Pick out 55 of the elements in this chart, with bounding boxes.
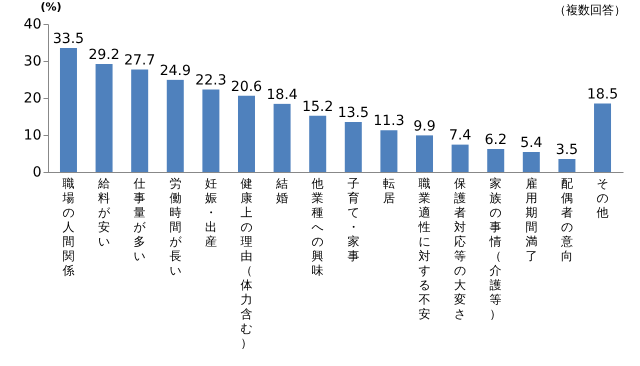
- bar: [452, 144, 469, 172]
- y-tick-label: 40: [24, 16, 42, 32]
- bar: [416, 135, 434, 172]
- data-label: 20.6: [230, 78, 262, 95]
- category-label: 健康上の理由（体力含む）: [240, 176, 252, 350]
- y-tick-label: 0: [32, 164, 42, 180]
- data-label: 18.4: [266, 86, 298, 103]
- data-label: 22.3: [195, 72, 226, 88]
- y-tick-label: 30: [24, 54, 42, 70]
- bar: [238, 96, 255, 172]
- bar: [166, 80, 184, 172]
- bar: [60, 48, 77, 172]
- x-tick-label: 給料が安い: [97, 176, 112, 248]
- data-label: 33.5: [52, 31, 84, 48]
- category-label: 職業適性に対する不安: [418, 176, 431, 321]
- data-label: 27.7: [124, 52, 156, 69]
- x-tick-label: その他: [596, 176, 609, 220]
- category-label: 家族の事情（介護等）: [490, 176, 502, 321]
- bar: [309, 116, 326, 172]
- data-label: 5.4: [520, 135, 543, 152]
- data-label: 29.2: [88, 46, 120, 63]
- bar: [522, 152, 540, 172]
- data-label: 3.5: [556, 142, 578, 158]
- bar: [96, 64, 113, 172]
- bar: [487, 149, 504, 172]
- y-axis-title: (%): [40, 0, 62, 14]
- y-tick-label: 20: [24, 90, 42, 106]
- x-tick-label: 結婚: [275, 176, 288, 205]
- text: （複数回答）: [554, 3, 626, 17]
- data-label: 15.2: [302, 98, 334, 115]
- bar: [131, 70, 148, 172]
- bar: [380, 130, 398, 172]
- data-label: 18.5: [586, 86, 618, 103]
- x-tick-label: 雇用期間満了: [525, 176, 538, 263]
- data-label: 11.3: [373, 113, 404, 130]
- data-label: 7.4: [448, 128, 472, 144]
- bar: [594, 104, 612, 172]
- x-tick-label: 子育て・家事: [347, 176, 360, 263]
- bar: [202, 89, 220, 172]
- bar: [558, 159, 576, 172]
- x-tick-label: 転居: [382, 176, 395, 205]
- data-label: 24.9: [160, 62, 191, 79]
- x-tick-label: 仕事量が多い: [132, 176, 147, 263]
- bar: [344, 122, 362, 172]
- x-tick-label: 労働時間が長い: [169, 176, 182, 278]
- bar: [274, 104, 291, 172]
- x-tick-label: 配偶者の意向: [560, 176, 573, 263]
- data-label: 6.2: [484, 132, 507, 148]
- y-tick-label: 10: [24, 128, 42, 144]
- x-tick-label: 妊娠・出産: [204, 176, 217, 248]
- category-label: 保護者対応等の大変さ: [454, 176, 466, 321]
- x-tick-label: 他業種への興味: [312, 176, 324, 278]
- data-label: 9.9: [413, 118, 436, 134]
- x-tick-label: 職場の人間関係: [61, 176, 74, 278]
- data-label: 13.5: [338, 105, 369, 122]
